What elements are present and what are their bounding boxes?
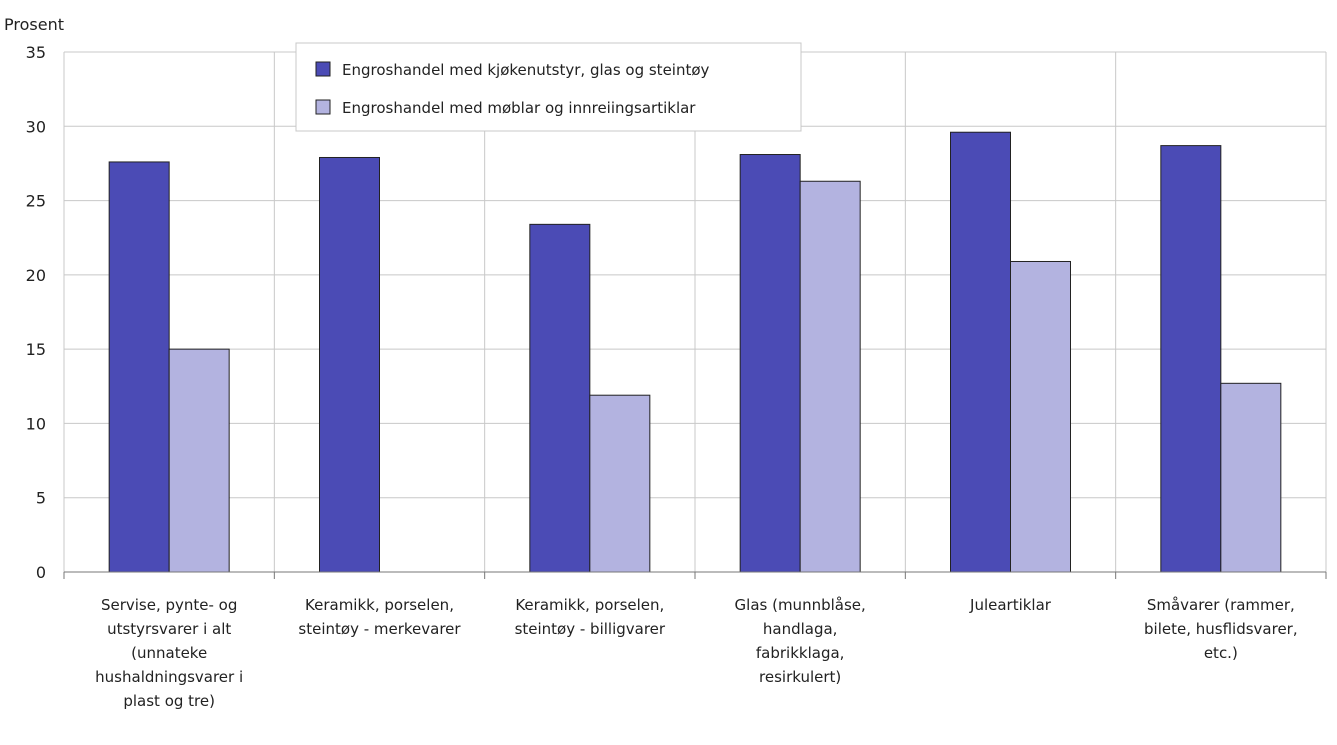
x-category-label: Servise, pynte- og utstyrsvarer i alt (unn…: [95, 596, 243, 710]
bar-series-2: [1010, 260, 1071, 573]
y-tick-label: 5: [36, 489, 46, 508]
bar-series-1: [950, 131, 1011, 573]
x-category-label-line: steintøy - billigvarer: [515, 620, 666, 638]
x-category-label: Småvarer (rammer, bilete, husflidsvarer, e…: [1144, 596, 1298, 662]
x-category-label-line: (unnateke: [131, 644, 207, 662]
x-category-label-line: etc.): [1204, 644, 1238, 662]
y-tick-label: 10: [26, 414, 46, 433]
bar-series-1: [1160, 145, 1222, 573]
x-category-label-line: fabrikklaga,: [756, 644, 845, 662]
x-category-label-line: plast og tre): [123, 692, 215, 710]
x-category-label-line: utstyrsvarer i alt: [107, 620, 231, 638]
legend-label-1: Engroshandel med kjøkenutstyr, glas og s…: [342, 61, 710, 79]
x-category-label: Keramikk, porselen, steintøy - billigvare…: [515, 596, 666, 638]
x-category-label-line: Servise, pynte- og: [101, 596, 237, 614]
x-category-label-line: bilete, husflidsvarer,: [1144, 620, 1298, 638]
bar-series-2: [168, 348, 230, 573]
bar-series-1: [319, 156, 380, 573]
x-category-label-line: Keramikk, porselen,: [515, 596, 664, 614]
x-category-label-line: hushaldningsvarer i: [95, 668, 243, 686]
x-category-label-line: Keramikk, porselen,: [305, 596, 454, 614]
y-tick-label: 20: [26, 266, 46, 285]
legend-label-2: Engroshandel med møblar og innreiingsart…: [342, 99, 696, 117]
legend-swatch-2: [315, 99, 331, 115]
bars: [108, 131, 1282, 573]
y-tick-label: 30: [26, 117, 46, 136]
x-category-label: Juleartiklar: [969, 596, 1052, 614]
x-category-label-line: steintøy - merkevarer: [298, 620, 461, 638]
bar-series-2: [589, 394, 651, 573]
y-tick-label: 35: [26, 43, 46, 62]
y-axis-label: Prosent: [4, 15, 64, 34]
x-category-label-line: handlaga,: [763, 620, 838, 638]
x-category-label-line: Juleartiklar: [969, 596, 1052, 614]
x-category-label-line: resirkulert): [759, 668, 841, 686]
legend: Engroshandel med kjøkenutstyr, glas og s…: [295, 42, 802, 132]
bar-series-1: [529, 223, 591, 573]
x-tick-labels: Servise, pynte- og utstyrsvarer i alt (unn…: [95, 596, 1297, 710]
bar-series-2: [1220, 382, 1282, 573]
y-tick-label: 25: [26, 192, 46, 211]
y-tick-label: 15: [26, 340, 46, 359]
bar-series-1: [108, 161, 170, 573]
bar-series-2: [799, 180, 861, 573]
y-tick-labels: 0 5 10 15 20 25 30 35: [26, 43, 46, 582]
axes: [63, 571, 1327, 579]
y-tick-label: 0: [36, 563, 46, 582]
legend-swatch-1: [315, 61, 331, 77]
legend-box: [295, 42, 802, 132]
x-category-label-line: Småvarer (rammer,: [1147, 596, 1295, 614]
bar-series-1: [739, 154, 801, 573]
x-category-label-line: Glas (munnblåse,: [735, 596, 866, 614]
x-category-label: Keramikk, porselen, steintøy - merkevarer: [298, 596, 461, 638]
x-category-label: Glas (munnblåse, handlaga, fabrikklaga, res…: [735, 596, 866, 686]
